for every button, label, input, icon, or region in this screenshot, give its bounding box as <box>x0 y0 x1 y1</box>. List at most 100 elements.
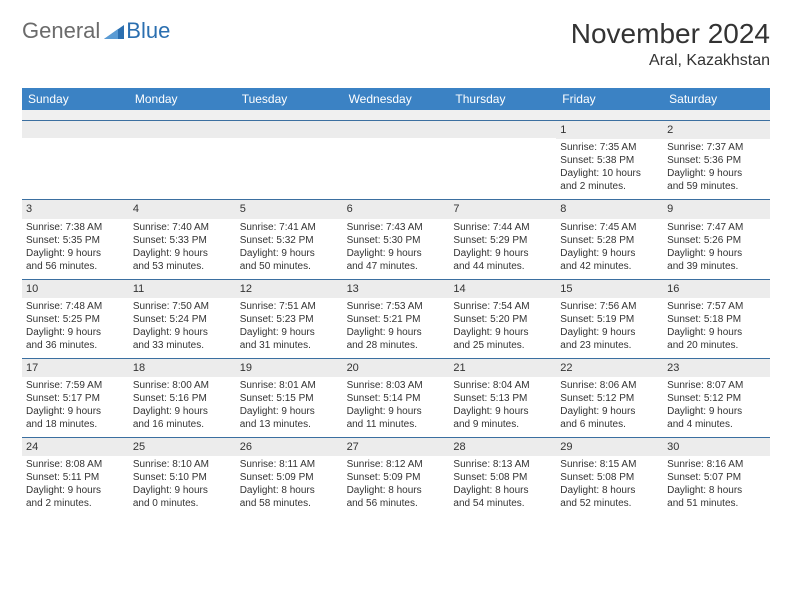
sunrise-text: Sunrise: 7:56 AM <box>560 300 659 313</box>
day-body: Sunrise: 8:03 AMSunset: 5:14 PMDaylight:… <box>343 377 450 437</box>
day-cell: 22Sunrise: 8:06 AMSunset: 5:12 PMDayligh… <box>556 359 663 437</box>
sunset-text: Sunset: 5:30 PM <box>347 234 446 247</box>
sunset-text: Sunset: 5:32 PM <box>240 234 339 247</box>
sunrise-text: Sunrise: 8:15 AM <box>560 458 659 471</box>
daylight-text: Daylight: 9 hours <box>453 405 552 418</box>
daylight-text: Daylight: 9 hours <box>560 405 659 418</box>
day-body: Sunrise: 7:47 AMSunset: 5:26 PMDaylight:… <box>663 219 770 279</box>
daylight-text: and 2 minutes. <box>26 497 125 510</box>
sunset-text: Sunset: 5:11 PM <box>26 471 125 484</box>
daylight-text: Daylight: 9 hours <box>347 247 446 260</box>
day-cell: 29Sunrise: 8:15 AMSunset: 5:08 PMDayligh… <box>556 438 663 516</box>
sunrise-text: Sunrise: 7:50 AM <box>133 300 232 313</box>
sunrise-text: Sunrise: 7:41 AM <box>240 221 339 234</box>
daylight-text: and 18 minutes. <box>26 418 125 431</box>
day-cell: 5Sunrise: 7:41 AMSunset: 5:32 PMDaylight… <box>236 200 343 278</box>
sunset-text: Sunset: 5:25 PM <box>26 313 125 326</box>
day-cell: 4Sunrise: 7:40 AMSunset: 5:33 PMDaylight… <box>129 200 236 278</box>
day-number: 27 <box>343 438 450 456</box>
daylight-text: Daylight: 9 hours <box>240 247 339 260</box>
daylight-text: and 11 minutes. <box>347 418 446 431</box>
day-body: Sunrise: 7:40 AMSunset: 5:33 PMDaylight:… <box>129 219 236 279</box>
day-cell: 10Sunrise: 7:48 AMSunset: 5:25 PMDayligh… <box>22 280 129 358</box>
daylight-text: and 47 minutes. <box>347 260 446 273</box>
day-number: 16 <box>663 280 770 298</box>
sunrise-text: Sunrise: 7:44 AM <box>453 221 552 234</box>
day-cell: 3Sunrise: 7:38 AMSunset: 5:35 PMDaylight… <box>22 200 129 278</box>
daylight-text: and 50 minutes. <box>240 260 339 273</box>
week-row: 1Sunrise: 7:35 AMSunset: 5:38 PMDaylight… <box>22 120 770 199</box>
daylight-text: Daylight: 9 hours <box>133 326 232 339</box>
day-cell: 2Sunrise: 7:37 AMSunset: 5:36 PMDaylight… <box>663 121 770 199</box>
sunset-text: Sunset: 5:13 PM <box>453 392 552 405</box>
sunset-text: Sunset: 5:08 PM <box>453 471 552 484</box>
sunrise-text: Sunrise: 7:53 AM <box>347 300 446 313</box>
daylight-text: and 31 minutes. <box>240 339 339 352</box>
daylight-text: and 42 minutes. <box>560 260 659 273</box>
day-header-tue: Tuesday <box>236 88 343 110</box>
sunrise-text: Sunrise: 8:13 AM <box>453 458 552 471</box>
daylight-text: Daylight: 9 hours <box>560 247 659 260</box>
sunset-text: Sunset: 5:14 PM <box>347 392 446 405</box>
sunrise-text: Sunrise: 8:00 AM <box>133 379 232 392</box>
daylight-text: Daylight: 9 hours <box>133 405 232 418</box>
daylight-text: Daylight: 9 hours <box>26 484 125 497</box>
sunrise-text: Sunrise: 7:38 AM <box>26 221 125 234</box>
daylight-text: Daylight: 9 hours <box>26 247 125 260</box>
day-body: Sunrise: 8:01 AMSunset: 5:15 PMDaylight:… <box>236 377 343 437</box>
day-number: 10 <box>22 280 129 298</box>
daylight-text: and 56 minutes. <box>26 260 125 273</box>
day-cell: 30Sunrise: 8:16 AMSunset: 5:07 PMDayligh… <box>663 438 770 516</box>
day-number: 30 <box>663 438 770 456</box>
daylight-text: and 9 minutes. <box>453 418 552 431</box>
week-row: 24Sunrise: 8:08 AMSunset: 5:11 PMDayligh… <box>22 437 770 516</box>
day-number: 29 <box>556 438 663 456</box>
daylight-text: Daylight: 9 hours <box>26 326 125 339</box>
sunset-text: Sunset: 5:38 PM <box>560 154 659 167</box>
daylight-text: Daylight: 9 hours <box>133 247 232 260</box>
sunset-text: Sunset: 5:18 PM <box>667 313 766 326</box>
day-number: 21 <box>449 359 556 377</box>
sunset-text: Sunset: 5:24 PM <box>133 313 232 326</box>
day-number: 18 <box>129 359 236 377</box>
day-header-sat: Saturday <box>663 88 770 110</box>
sunrise-text: Sunrise: 7:59 AM <box>26 379 125 392</box>
logo-text-general: General <box>22 18 100 44</box>
daylight-text: and 25 minutes. <box>453 339 552 352</box>
day-number: 14 <box>449 280 556 298</box>
sunset-text: Sunset: 5:15 PM <box>240 392 339 405</box>
calendar-page: General Blue November 2024 Aral, Kazakhs… <box>0 0 792 534</box>
day-number: 22 <box>556 359 663 377</box>
sunrise-text: Sunrise: 8:07 AM <box>667 379 766 392</box>
sunset-text: Sunset: 5:35 PM <box>26 234 125 247</box>
day-body: Sunrise: 8:00 AMSunset: 5:16 PMDaylight:… <box>129 377 236 437</box>
day-cell <box>343 121 450 199</box>
daylight-text: and 4 minutes. <box>667 418 766 431</box>
day-number <box>129 121 236 138</box>
sunset-text: Sunset: 5:20 PM <box>453 313 552 326</box>
daylight-text: and 53 minutes. <box>133 260 232 273</box>
daylight-text: and 23 minutes. <box>560 339 659 352</box>
sunset-text: Sunset: 5:19 PM <box>560 313 659 326</box>
day-headers: Sunday Monday Tuesday Wednesday Thursday… <box>22 88 770 110</box>
daylight-text: and 13 minutes. <box>240 418 339 431</box>
daylight-text: and 2 minutes. <box>560 180 659 193</box>
day-body: Sunrise: 8:10 AMSunset: 5:10 PMDaylight:… <box>129 456 236 516</box>
day-cell <box>449 121 556 199</box>
sunrise-text: Sunrise: 8:06 AM <box>560 379 659 392</box>
day-cell: 11Sunrise: 7:50 AMSunset: 5:24 PMDayligh… <box>129 280 236 358</box>
day-number: 13 <box>343 280 450 298</box>
sunset-text: Sunset: 5:33 PM <box>133 234 232 247</box>
daylight-text: Daylight: 9 hours <box>667 405 766 418</box>
day-body: Sunrise: 8:13 AMSunset: 5:08 PMDaylight:… <box>449 456 556 516</box>
day-body: Sunrise: 8:08 AMSunset: 5:11 PMDaylight:… <box>22 456 129 516</box>
daylight-text: Daylight: 9 hours <box>667 326 766 339</box>
sunset-text: Sunset: 5:10 PM <box>133 471 232 484</box>
day-body: Sunrise: 7:57 AMSunset: 5:18 PMDaylight:… <box>663 298 770 358</box>
daylight-text: and 59 minutes. <box>667 180 766 193</box>
day-cell: 13Sunrise: 7:53 AMSunset: 5:21 PMDayligh… <box>343 280 450 358</box>
sunset-text: Sunset: 5:23 PM <box>240 313 339 326</box>
sunrise-text: Sunrise: 7:35 AM <box>560 141 659 154</box>
daylight-text: Daylight: 10 hours <box>560 167 659 180</box>
day-body: Sunrise: 7:41 AMSunset: 5:32 PMDaylight:… <box>236 219 343 279</box>
